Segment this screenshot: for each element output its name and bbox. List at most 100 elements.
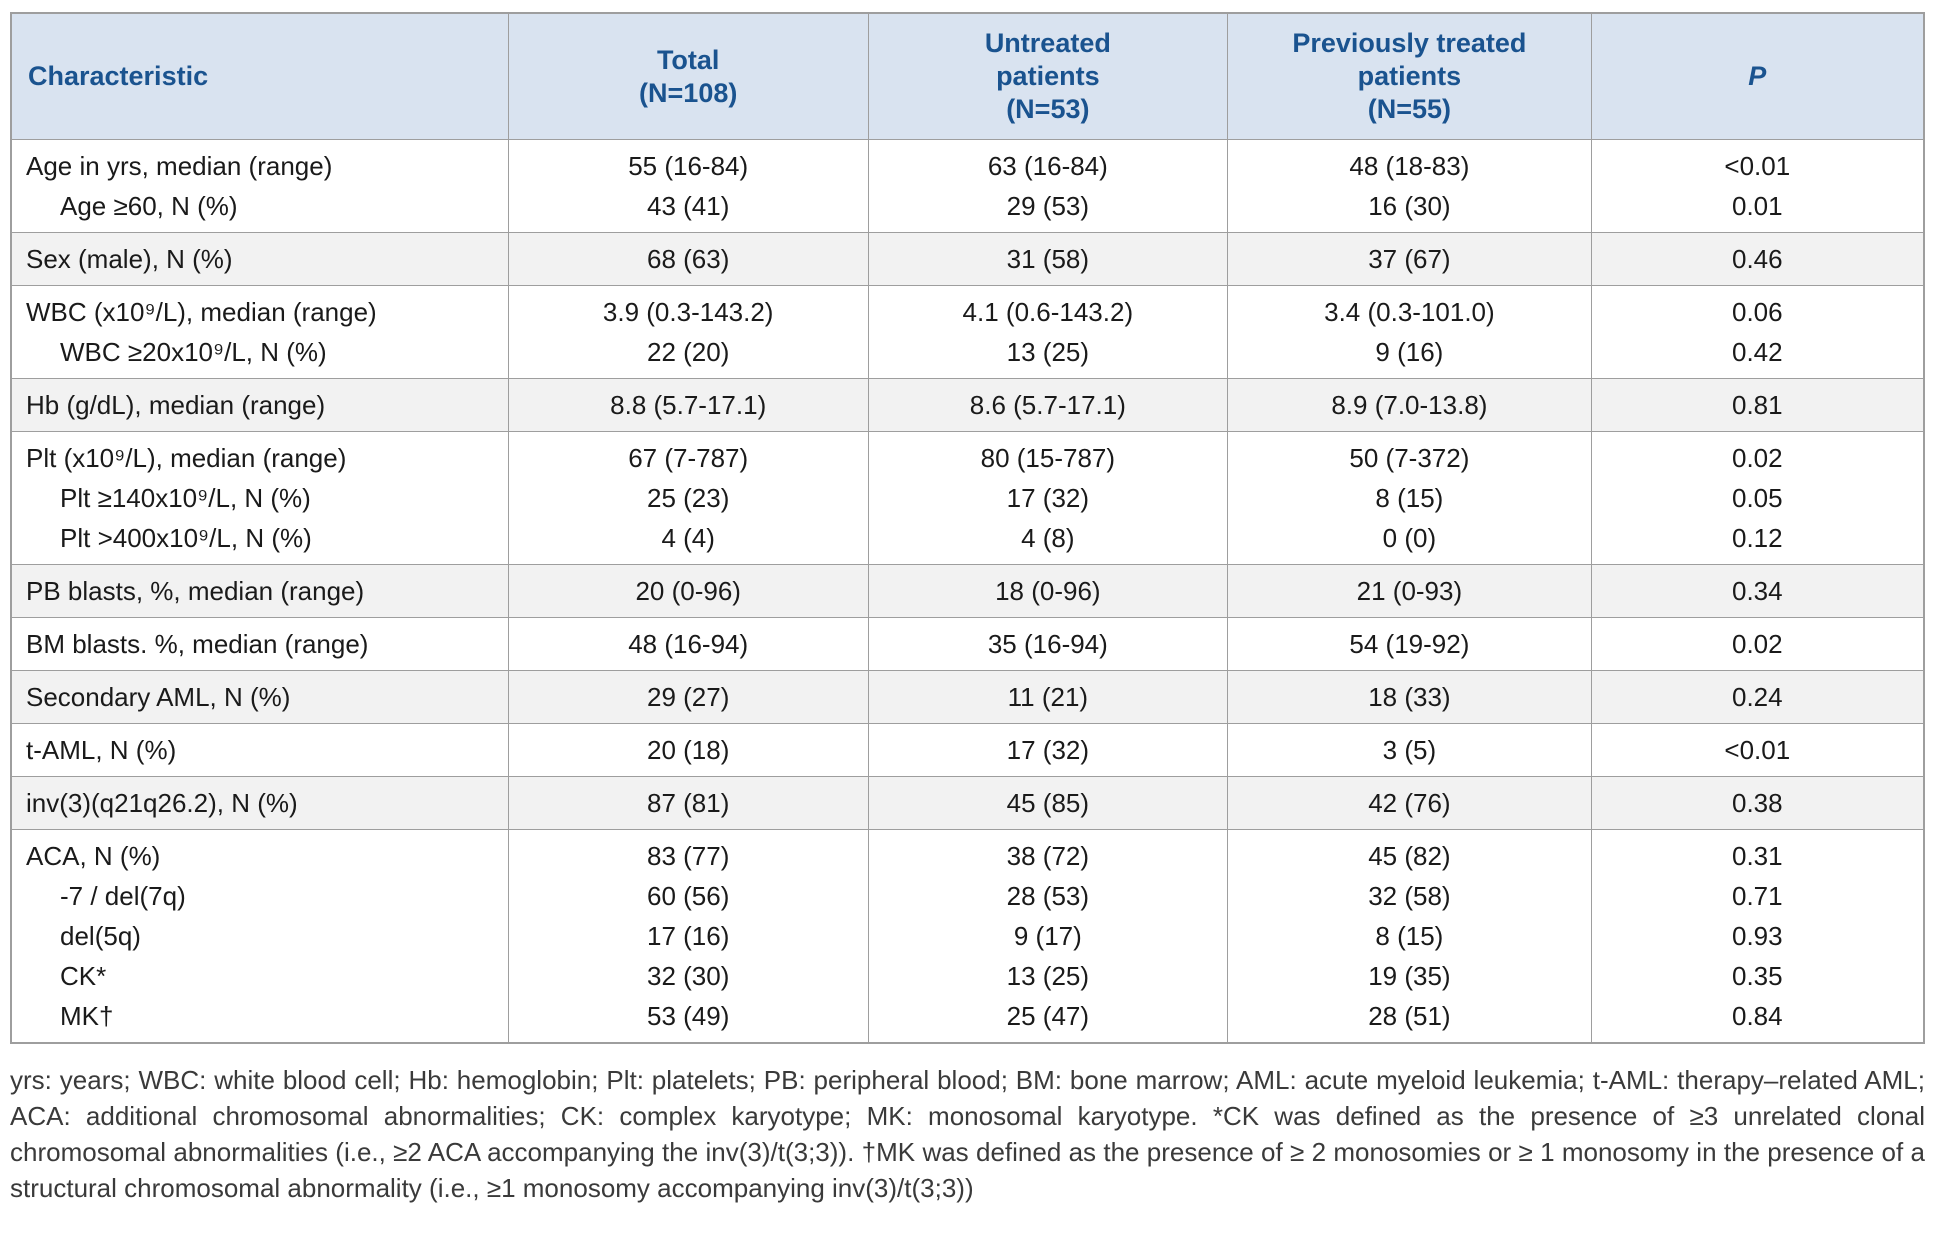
value-cell: 0.35 bbox=[1590, 956, 1925, 996]
value-cell: 43 (41) bbox=[507, 186, 869, 233]
value-cell: 18 (0-96) bbox=[867, 564, 1229, 618]
value-cell: 0.02 bbox=[1590, 431, 1925, 478]
value-cell: 16 (30) bbox=[1227, 186, 1592, 233]
value-cell: 50 (7-372) bbox=[1227, 431, 1592, 478]
column-header: Characteristic bbox=[10, 13, 509, 140]
value-cell: 28 (53) bbox=[867, 876, 1229, 916]
table-row: WBC (x10⁹/L), median (range) 3.9 (0.3-143… bbox=[10, 285, 1925, 332]
value-cell: 9 (16) bbox=[1227, 332, 1592, 379]
characteristic-cell: WBC ≥20x10⁹/L, N (%) bbox=[10, 332, 509, 379]
value-cell: 0.05 bbox=[1590, 478, 1925, 518]
table-row: PB blasts, %, median (range) 20 (0-96) 18 … bbox=[10, 564, 1925, 618]
table-row: Secondary AML, N (%) 29 (27) 11 (21) 18 (33… bbox=[10, 670, 1925, 724]
value-cell: 13 (25) bbox=[867, 956, 1229, 996]
value-cell: 38 (72) bbox=[867, 829, 1229, 876]
table-row: ACA, N (%) 83 (77) 38 (72) 45 (82) 0.31 bbox=[10, 829, 1925, 876]
characteristic-cell: t-AML, N (%) bbox=[10, 723, 509, 777]
value-cell: 0 (0) bbox=[1227, 518, 1592, 565]
table-row: -7 / del(7q) 60 (56) 28 (53) 32 (58) 0.71 bbox=[10, 876, 1925, 916]
value-cell: 0.81 bbox=[1590, 378, 1925, 432]
table-row: Plt (x10⁹/L), median (range) 67 (7-787) 80… bbox=[10, 431, 1925, 478]
table-row: del(5q) 17 (16) 9 (17) 8 (15) 0.93 bbox=[10, 916, 1925, 956]
value-cell: 3.4 (0.3-101.0) bbox=[1227, 285, 1592, 332]
characteristic-cell: Plt ≥140x10⁹/L, N (%) bbox=[10, 478, 509, 518]
value-cell: 0.01 bbox=[1590, 186, 1925, 233]
value-cell: 32 (30) bbox=[507, 956, 869, 996]
column-header: Untreated patients (N=53) bbox=[867, 13, 1229, 140]
value-cell: 17 (16) bbox=[507, 916, 869, 956]
value-cell: 19 (35) bbox=[1227, 956, 1592, 996]
value-cell: 17 (32) bbox=[867, 478, 1229, 518]
characteristic-cell: inv(3)(q21q26.2), N (%) bbox=[10, 776, 509, 830]
table-header: Characteristic Total (N=108) Untreated pat… bbox=[10, 13, 1925, 140]
table-row: Hb (g/dL), median (range) 8.8 (5.7-17.1) 8… bbox=[10, 378, 1925, 432]
value-cell: 20 (0-96) bbox=[507, 564, 869, 618]
value-cell: 0.31 bbox=[1590, 829, 1925, 876]
value-cell: 80 (15-787) bbox=[867, 431, 1229, 478]
column-header: Total (N=108) bbox=[507, 13, 869, 140]
characteristic-cell: CK* bbox=[10, 956, 509, 996]
value-cell: 68 (63) bbox=[507, 232, 869, 286]
value-cell: 4 (8) bbox=[867, 518, 1229, 565]
value-cell: 0.71 bbox=[1590, 876, 1925, 916]
value-cell: 29 (27) bbox=[507, 670, 869, 724]
value-cell: 8.6 (5.7-17.1) bbox=[867, 378, 1229, 432]
value-cell: 9 (17) bbox=[867, 916, 1229, 956]
value-cell: 48 (18-83) bbox=[1227, 139, 1592, 186]
value-cell: 18 (33) bbox=[1227, 670, 1592, 724]
value-cell: 8 (15) bbox=[1227, 916, 1592, 956]
value-cell: 22 (20) bbox=[507, 332, 869, 379]
characteristic-cell: Age in yrs, median (range) bbox=[10, 139, 509, 186]
value-cell: 0.38 bbox=[1590, 776, 1925, 830]
characteristic-cell: BM blasts. %, median (range) bbox=[10, 617, 509, 671]
value-cell: 55 (16-84) bbox=[507, 139, 869, 186]
value-cell: 8.9 (7.0-13.8) bbox=[1227, 378, 1592, 432]
header-row: Characteristic Total (N=108) Untreated pat… bbox=[10, 13, 1925, 140]
value-cell: 4.1 (0.6-143.2) bbox=[867, 285, 1229, 332]
value-cell: 8 (15) bbox=[1227, 478, 1592, 518]
value-cell: 32 (58) bbox=[1227, 876, 1592, 916]
table-row: MK† 53 (49) 25 (47) 28 (51) 0.84 bbox=[10, 996, 1925, 1043]
value-cell: 87 (81) bbox=[507, 776, 869, 830]
value-cell: 0.02 bbox=[1590, 617, 1925, 671]
value-cell: 0.93 bbox=[1590, 916, 1925, 956]
table-row: Age in yrs, median (range) 55 (16-84) 63 (… bbox=[10, 139, 1925, 186]
value-cell: 25 (23) bbox=[507, 478, 869, 518]
characteristic-cell: Hb (g/dL), median (range) bbox=[10, 378, 509, 432]
value-cell: 53 (49) bbox=[507, 996, 869, 1043]
characteristic-cell: Age ≥60, N (%) bbox=[10, 186, 509, 233]
table-row: Sex (male), N (%) 68 (63) 31 (58) 37 (67) 0.… bbox=[10, 232, 1925, 286]
value-cell: 13 (25) bbox=[867, 332, 1229, 379]
characteristic-cell: del(5q) bbox=[10, 916, 509, 956]
value-cell: 48 (16-94) bbox=[507, 617, 869, 671]
characteristic-cell: -7 / del(7q) bbox=[10, 876, 509, 916]
value-cell: 54 (19-92) bbox=[1227, 617, 1592, 671]
value-cell: 67 (7-787) bbox=[507, 431, 869, 478]
value-cell: 42 (76) bbox=[1227, 776, 1592, 830]
value-cell: 28 (51) bbox=[1227, 996, 1592, 1043]
table-body: Age in yrs, median (range) 55 (16-84) 63 (… bbox=[10, 139, 1925, 1043]
characteristic-cell: PB blasts, %, median (range) bbox=[10, 564, 509, 618]
value-cell: 45 (82) bbox=[1227, 829, 1592, 876]
characteristic-cell: Plt >400x10⁹/L, N (%) bbox=[10, 518, 509, 565]
value-cell: 0.34 bbox=[1590, 564, 1925, 618]
characteristic-cell: Secondary AML, N (%) bbox=[10, 670, 509, 724]
value-cell: 60 (56) bbox=[507, 876, 869, 916]
value-cell: 37 (67) bbox=[1227, 232, 1592, 286]
value-cell: 3 (5) bbox=[1227, 723, 1592, 777]
column-header: Previously treated patients (N=55) bbox=[1227, 13, 1592, 140]
value-cell: 0.46 bbox=[1590, 232, 1925, 286]
patient-characteristics-figure: Characteristic Total (N=108) Untreated pat… bbox=[0, 12, 1935, 1206]
value-cell: 8.8 (5.7-17.1) bbox=[507, 378, 869, 432]
value-cell: 31 (58) bbox=[867, 232, 1229, 286]
value-cell: 45 (85) bbox=[867, 776, 1229, 830]
characteristic-cell: ACA, N (%) bbox=[10, 829, 509, 876]
value-cell: 0.24 bbox=[1590, 670, 1925, 724]
value-cell: 11 (21) bbox=[867, 670, 1229, 724]
value-cell: 0.12 bbox=[1590, 518, 1925, 565]
value-cell: <0.01 bbox=[1590, 139, 1925, 186]
table-row: Plt >400x10⁹/L, N (%) 4 (4) 4 (8) 0 (0) 0.12 bbox=[10, 518, 1925, 565]
table-row: inv(3)(q21q26.2), N (%) 87 (81) 45 (85) 42 … bbox=[10, 776, 1925, 830]
column-header: P bbox=[1590, 13, 1925, 140]
characteristic-cell: MK† bbox=[10, 996, 509, 1043]
